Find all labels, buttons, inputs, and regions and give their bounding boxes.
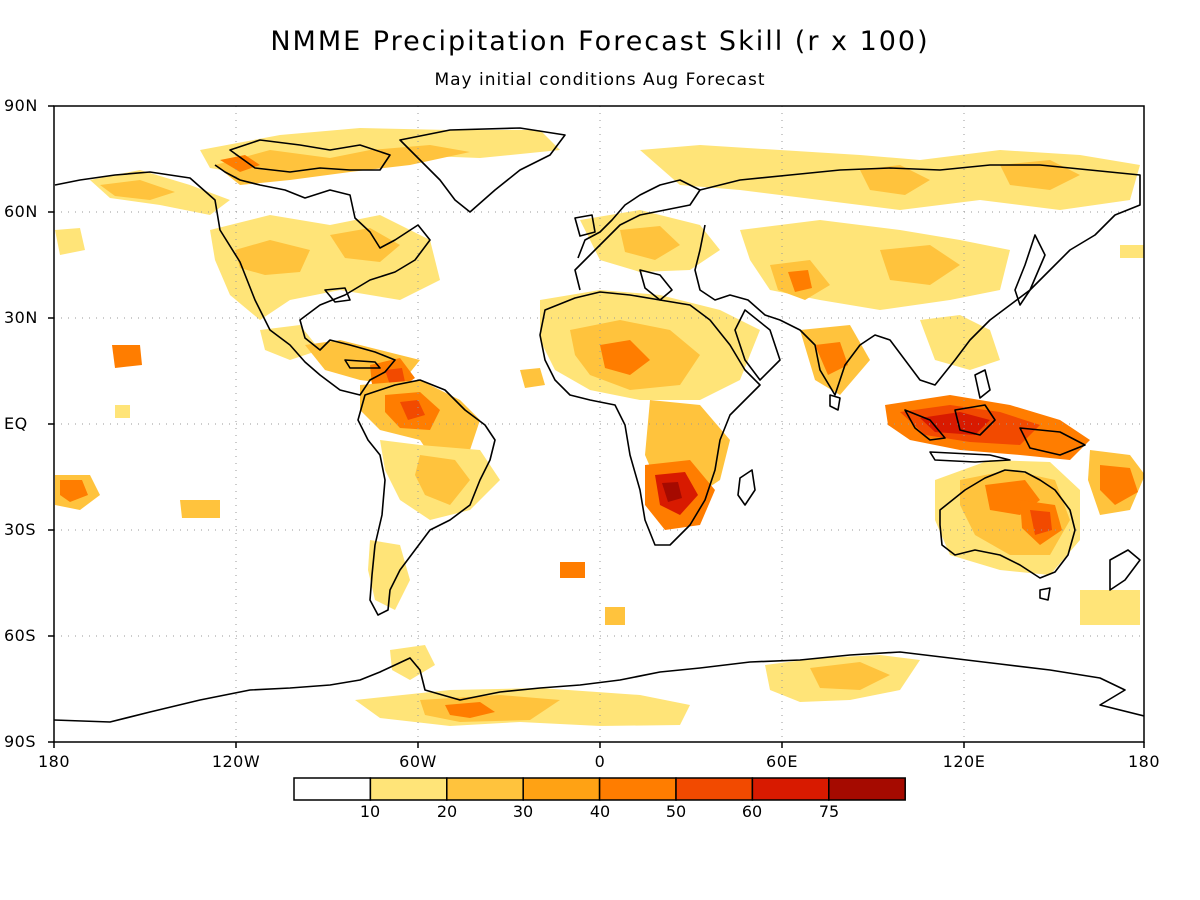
colorbar-label: 50	[665, 802, 687, 821]
map-subtitle: May initial conditions Aug Forecast	[434, 70, 766, 90]
lat-label-90s: 90S	[4, 732, 37, 751]
colorbar-swatch	[751, 777, 830, 801]
map-title: NMME Precipitation Forecast Skill (r x 1…	[270, 26, 930, 57]
lat-label-60n: 60N	[4, 202, 38, 221]
colorbar-label: 60	[741, 802, 763, 821]
lat-label-eq: EQ	[4, 414, 28, 433]
skill-shading	[55, 128, 1144, 726]
colorbar-swatch	[522, 777, 601, 801]
colorbar-label: 30	[512, 802, 534, 821]
colorbar-label: 20	[436, 802, 458, 821]
colorbar-swatch	[598, 777, 677, 801]
lon-label-180w: 180	[37, 752, 71, 771]
lat-label-60s: 60S	[4, 626, 37, 645]
lon-label-0: 0	[594, 752, 606, 771]
lon-label-120w: 120W	[211, 752, 261, 771]
graticule	[54, 106, 1144, 742]
colorbar	[293, 777, 906, 801]
lat-label-90n: 90N	[4, 96, 38, 115]
colorbar-label: 75	[818, 802, 840, 821]
colorbar-swatch	[675, 777, 754, 801]
lon-label-120e: 120E	[942, 752, 986, 771]
coastlines	[54, 127, 1144, 723]
colorbar-swatch	[828, 777, 906, 801]
lon-label-60w: 60W	[399, 752, 437, 771]
lon-label-60e: 60E	[766, 752, 798, 771]
lat-label-30n: 30N	[4, 308, 38, 327]
colorbar-swatch	[369, 777, 448, 801]
colorbar-label: 40	[589, 802, 611, 821]
colorbar-swatch	[446, 777, 524, 801]
colorbar-label: 10	[359, 802, 381, 821]
colorbar-swatch	[293, 777, 372, 801]
lon-label-180e: 180	[1127, 752, 1161, 771]
lat-label-30s: 30S	[4, 520, 37, 539]
axis-ticks	[48, 105, 1145, 748]
